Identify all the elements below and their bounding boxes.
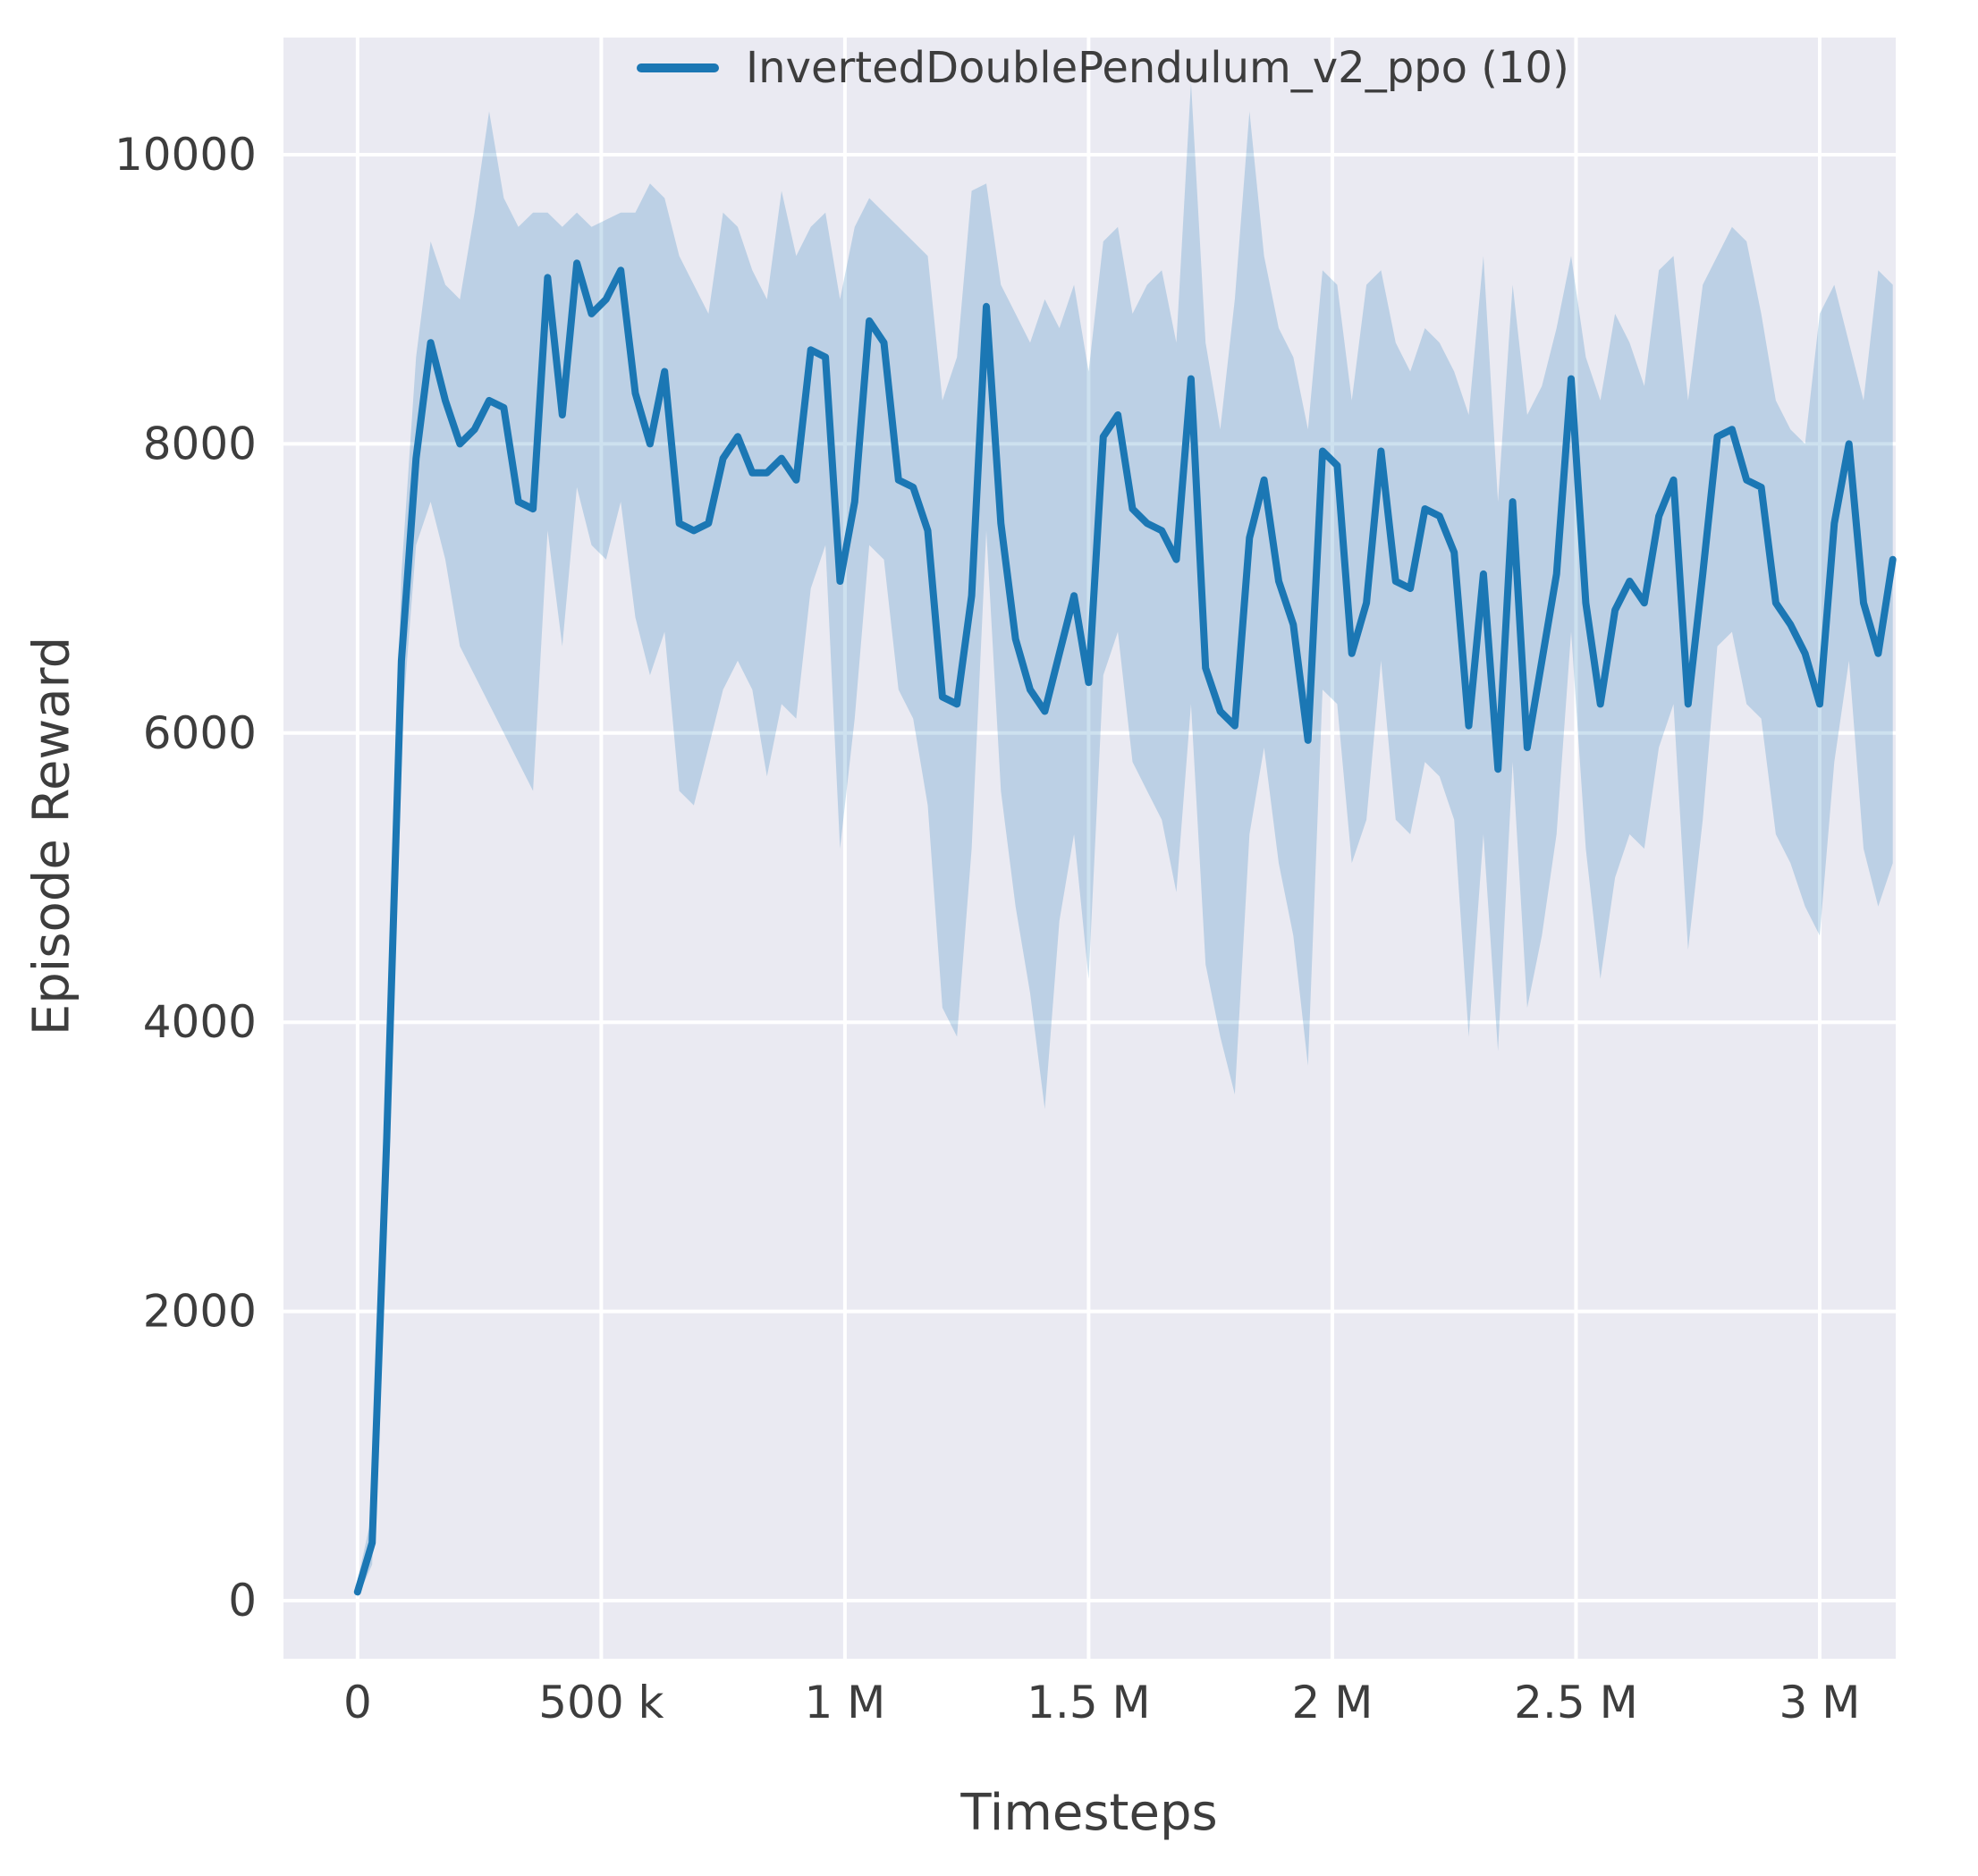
y-tick-label: 4000 — [143, 996, 257, 1048]
y-tick-label: 8000 — [143, 418, 257, 469]
x-tick-label: 1 M — [804, 1677, 885, 1728]
y-axis-label: Episode Reward — [22, 636, 81, 1036]
legend-line-swatch — [637, 63, 719, 72]
legend-label: InvertedDoublePendulum_v2_ppo (10) — [746, 43, 1569, 93]
y-tick-label: 10000 — [114, 129, 257, 181]
x-tick-label: 3 M — [1779, 1677, 1861, 1728]
x-tick-label: 0 — [343, 1677, 372, 1728]
legend: InvertedDoublePendulum_v2_ppo (10) — [637, 43, 1569, 93]
y-tick-label: 2000 — [143, 1286, 257, 1338]
x-tick-label: 500 k — [538, 1677, 664, 1728]
x-axis-label: Timesteps — [960, 1784, 1218, 1842]
x-tick-label: 2 M — [1292, 1677, 1374, 1728]
x-tick-label: 2.5 M — [1514, 1677, 1638, 1728]
mean-line — [353, 259, 1897, 1596]
y-tick-label: 0 — [228, 1575, 257, 1627]
x-tick-label: 1.5 M — [1027, 1677, 1151, 1728]
confidence-band — [357, 82, 1893, 1598]
y-tick-label: 6000 — [143, 707, 257, 759]
